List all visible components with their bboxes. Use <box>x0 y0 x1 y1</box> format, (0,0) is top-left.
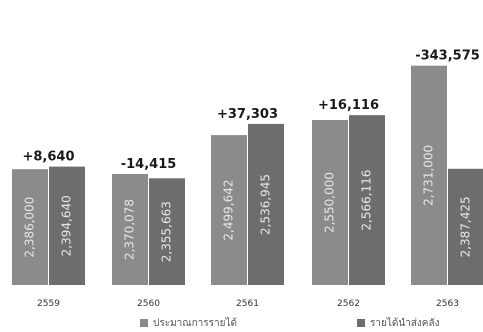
bar-value-label: 2,566,116 <box>360 170 374 231</box>
bar-value-label: 2,370,078 <box>123 199 137 260</box>
bar-actual-2561 <box>248 123 284 285</box>
x-tick-label: 2559 <box>37 299 60 309</box>
difference-label: -14,415 <box>121 157 177 172</box>
x-tick-label: 2560 <box>137 299 160 309</box>
x-tick-label: 2561 <box>236 299 259 309</box>
x-tick-label: 2563 <box>436 299 459 309</box>
bar-estimate-2560 <box>112 173 148 285</box>
bar-value-label: 2,394,640 <box>60 195 74 256</box>
bar-actual-2562 <box>349 115 385 286</box>
bar-value-label: 2,499,642 <box>222 180 236 241</box>
bar-actual-2559 <box>49 166 85 285</box>
difference-label: +16,116 <box>318 98 379 113</box>
bar-value-label: 2,731,000 <box>422 145 436 206</box>
bar-value-label: 2,355,663 <box>160 201 174 262</box>
difference-label: -343,575 <box>415 49 480 64</box>
difference-label: +8,640 <box>22 150 74 165</box>
legend-item-actual: รายได้นำส่งคลัง <box>357 315 440 331</box>
bar-estimate-2563 <box>411 65 447 285</box>
legend-swatch-actual <box>357 319 365 327</box>
legend-label-actual: รายได้นำส่งคลัง <box>370 317 440 329</box>
x-tick-label: 2562 <box>337 299 360 309</box>
difference-label: +37,303 <box>217 107 278 122</box>
bar-value-label: 2,387,425 <box>459 196 473 257</box>
bar-estimate-2561 <box>211 135 247 285</box>
bar-estimate-2562 <box>312 120 348 285</box>
legend-label-estimate: ประมาณการรายได้ <box>153 317 237 329</box>
bar-actual-2563 <box>448 168 483 285</box>
legend-item-estimate: ประมาณการรายได้ <box>140 315 237 331</box>
legend-swatch-estimate <box>140 319 148 327</box>
bar-value-label: 2,386,000 <box>23 197 37 258</box>
bar-value-label: 2,550,000 <box>323 172 337 233</box>
bar-estimate-2559 <box>12 169 48 285</box>
bar-actual-2560 <box>149 178 185 285</box>
bar-value-label: 2,536,945 <box>259 174 273 235</box>
